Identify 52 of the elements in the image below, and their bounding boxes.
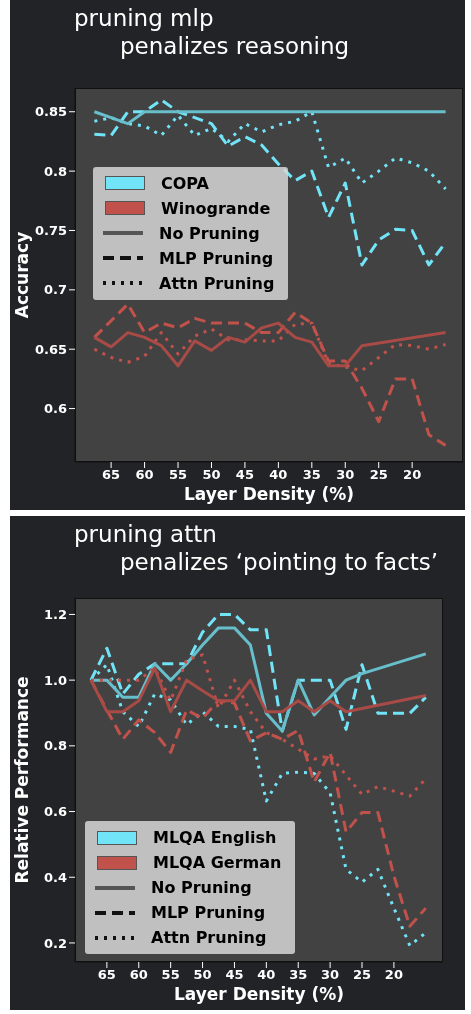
x-axis-title: Layer Density (%)	[172, 984, 346, 1004]
x-tick-label: 20	[403, 467, 422, 483]
y-tick-label: 0.6	[43, 401, 67, 417]
legend-label: Attn Pruning	[159, 272, 275, 295]
x-tick-label: 35	[302, 467, 321, 483]
y-tick-label: 0.65	[34, 341, 67, 357]
y-tick-label: 1.0	[43, 672, 67, 688]
legend-label: MLQA German	[153, 852, 282, 874]
chart-title: pruning mlp	[74, 4, 215, 32]
legend-label: COPA	[161, 172, 209, 195]
y-tick-label: 0.4	[43, 869, 67, 885]
x-tick-label: 30	[321, 967, 340, 983]
y-tick-label: 0.7	[43, 282, 67, 298]
chart-subtitle: penalizes reasoning	[120, 32, 350, 60]
y-axis-title: Accuracy	[12, 231, 33, 319]
legend-label: No Pruning	[159, 222, 260, 245]
x-tick-label: 60	[129, 967, 148, 983]
x-tick-label: 45	[225, 967, 244, 983]
y-tick-label: 0.85	[34, 104, 67, 120]
x-tick-label: 40	[257, 967, 276, 983]
y-axis-title: Relative Performance	[12, 676, 33, 884]
x-tick-label: 65	[97, 967, 116, 983]
x-tick-label: 60	[135, 467, 154, 483]
x-tick-label: 40	[269, 467, 288, 483]
x-tick-label: 25	[352, 967, 372, 983]
legend-label: MLP Pruning	[159, 247, 274, 270]
line-series	[89, 666, 428, 714]
legend-label: MLP Pruning	[151, 902, 266, 924]
y-tick-label: 0.75	[34, 223, 67, 239]
x-tick-label: 55	[161, 967, 180, 983]
y-tick-label: 0.8	[43, 738, 67, 754]
y-tick-label: 1.2	[43, 607, 67, 623]
x-tick-label: 35	[289, 967, 308, 983]
x-axis-title: Layer Density (%)	[182, 484, 356, 504]
line-series	[92, 302, 448, 447]
x-tick-label: 50	[193, 967, 212, 983]
x-tick-label: 55	[168, 467, 188, 483]
y-tick-label: 0.6	[43, 804, 67, 820]
x-tick-label: 50	[202, 467, 221, 483]
x-tick-label: 25	[369, 467, 388, 483]
legend-label: Winogrande	[161, 197, 271, 220]
x-tick-label: 20	[384, 967, 403, 983]
chart-title: pruning attn	[74, 520, 218, 548]
legend-label: No Pruning	[151, 877, 252, 899]
legend-label: Attn Pruning	[151, 927, 267, 949]
chart-subtitle: penalizes ‘pointing to facts’	[120, 548, 439, 576]
x-tick-label: 30	[336, 467, 355, 483]
x-tick-label: 45	[235, 467, 254, 483]
x-tick-label: 65	[102, 467, 121, 483]
y-tick-label: 0.8	[43, 163, 67, 179]
y-tick-label: 0.2	[43, 935, 67, 951]
legend-label: MLQA English	[153, 827, 277, 849]
